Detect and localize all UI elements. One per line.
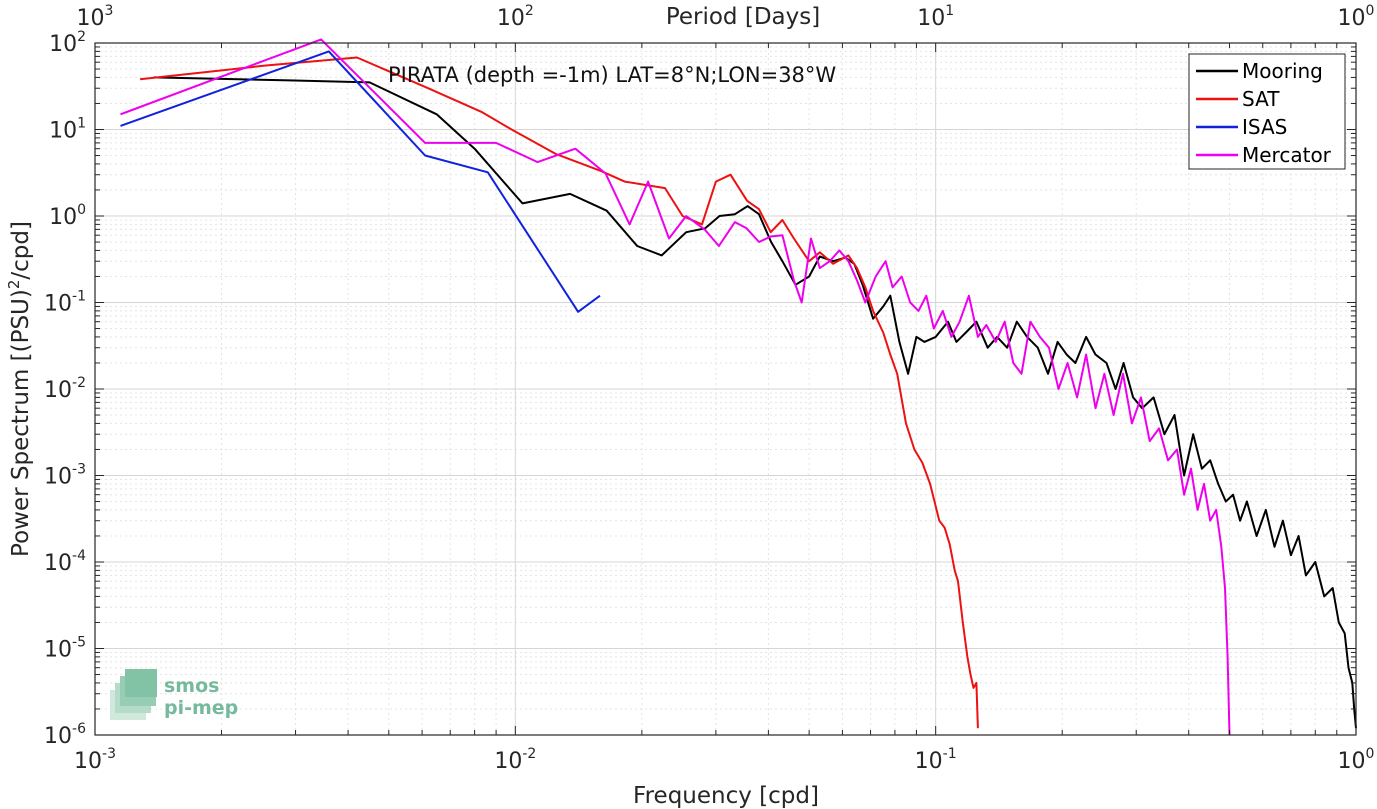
top-tick-label-exponent: 3 [105, 3, 114, 19]
series-line-mooring [153, 76, 1357, 729]
y-tick-label-exponent: -2 [72, 375, 86, 391]
top-tick-label-base: 10 [497, 6, 525, 31]
y-tick-label-base: 10 [49, 32, 77, 57]
x-tick-label-base: 10 [1338, 749, 1366, 774]
y-tick-label-base: 10 [44, 724, 72, 749]
y-tick-label: 10-3 [44, 462, 86, 490]
y-tick-label-base: 10 [44, 378, 72, 403]
x-tick-label-base: 10 [915, 749, 943, 774]
x-tick-label: 10-2 [494, 746, 536, 774]
x-tick-label-base: 10 [74, 749, 102, 774]
y-tick-label: 10-4 [44, 548, 86, 576]
series-lines [120, 38, 1357, 736]
y-tick-label-exponent: -4 [72, 548, 86, 564]
y-axis-label-superscript: 2 [5, 280, 23, 290]
series-line-isas [120, 50, 601, 313]
y-tick-label-exponent: -6 [72, 721, 86, 737]
series-line-mercator [120, 38, 1231, 736]
y-tick-label-exponent: 1 [77, 116, 86, 132]
y-tick-label-exponent: -1 [72, 289, 86, 305]
x-tick-label-exponent: -1 [943, 746, 957, 762]
legend: Mooring SAT ISAS Mercator [1188, 53, 1346, 170]
logo-mark-layer-4 [125, 669, 157, 697]
top-tick-label-exponent: 1 [945, 3, 954, 19]
y-tick-label-exponent: 0 [77, 202, 86, 218]
tick-marks [94, 42, 1357, 736]
legend-box [1188, 53, 1346, 170]
top-tick-label-base: 10 [917, 6, 945, 31]
y-tick-label: 102 [49, 29, 86, 57]
legend-label-mooring: Mooring [1242, 59, 1323, 83]
y-axis-label-main: Power Spectrum [(PSU) [8, 289, 34, 557]
smos-pi-mep-logo: smos pi-mep [110, 669, 238, 720]
y-tick-label-base: 10 [44, 292, 72, 317]
top-tick-label-base: 10 [1338, 6, 1366, 31]
y-tick-label: 10-1 [44, 289, 86, 317]
legend-label-isas: ISAS [1242, 115, 1287, 139]
x-tick-label-exponent: -3 [102, 746, 116, 762]
x-tick-label: 100 [1338, 746, 1375, 774]
y-tick-label: 10-5 [44, 635, 86, 663]
y-tick-label-base: 10 [49, 205, 77, 230]
y-tick-label-base: 10 [44, 551, 72, 576]
x-tick-label: 10-3 [74, 746, 116, 774]
chart-title: PIRATA (depth =-1m) LAT=8°N;LON=38°W [388, 63, 836, 87]
top-tick-label-exponent: 2 [525, 3, 534, 19]
y-tick-label: 10-6 [44, 721, 86, 749]
y-tick-label-exponent: -3 [72, 462, 86, 478]
top-tick-label-base: 10 [77, 6, 105, 31]
y-axis-label-tail: /cpd] [8, 221, 34, 280]
y-tick-label-base: 10 [49, 119, 77, 144]
y-tick-label: 101 [49, 116, 86, 144]
y-tick-label-base: 10 [44, 638, 72, 663]
legend-items: Mooring SAT ISAS Mercator [1196, 59, 1332, 167]
y-tick-label: 100 [49, 202, 86, 230]
y-tick-label-base: 10 [44, 465, 72, 490]
top-axis-label: Period [Days] [666, 4, 820, 30]
top-tick-label: 103 [77, 3, 114, 31]
logo-text-pi-mep: pi-mep [164, 697, 238, 719]
y-axis-label: Power Spectrum [(PSU)2/cpd] [5, 221, 34, 557]
top-tick-label: 102 [497, 3, 534, 31]
x-tick-label-exponent: -2 [522, 746, 536, 762]
x-axis-label: Frequency [cpd] [633, 783, 819, 809]
x-tick-label-base: 10 [494, 749, 522, 774]
x-tick-label-exponent: 0 [1366, 746, 1375, 762]
logo-text-smos: smos [164, 675, 219, 697]
top-tick-label: 101 [917, 3, 954, 31]
y-tick-label: 10-2 [44, 375, 86, 403]
legend-label-mercator: Mercator [1242, 143, 1332, 167]
y-tick-label-exponent: 2 [77, 29, 86, 45]
top-tick-label-exponent: 0 [1366, 3, 1375, 19]
y-tick-label-exponent: -5 [72, 635, 86, 651]
x-tick-label: 10-1 [915, 746, 957, 774]
legend-label-sat: SAT [1242, 87, 1280, 111]
top-tick-label: 100 [1338, 3, 1375, 31]
